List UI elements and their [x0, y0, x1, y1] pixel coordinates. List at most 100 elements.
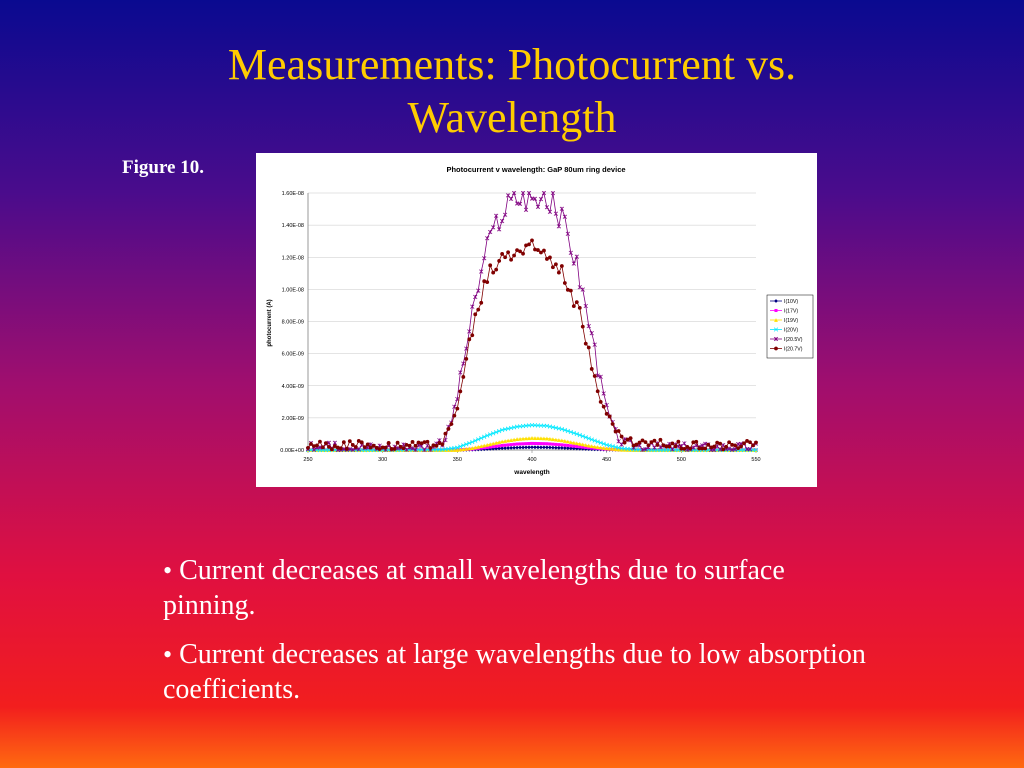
data-point: [539, 436, 543, 441]
bullet-list: • Current decreases at small wavelengths…: [163, 553, 883, 721]
data-point: [548, 436, 552, 441]
data-point: [526, 190, 532, 196]
data-point: [473, 312, 478, 317]
data-point: [604, 446, 609, 451]
slide-title: Measurements: Photocurrent vs. Wavelengt…: [0, 38, 1024, 144]
data-point: [413, 443, 418, 448]
data-point: [556, 445, 561, 450]
x-tick-label: 350: [453, 457, 462, 463]
data-point: [488, 445, 492, 449]
data-point: [485, 442, 490, 447]
data-point: [470, 333, 475, 338]
data-point: [434, 443, 439, 448]
data-point: [527, 436, 531, 441]
data-point: [312, 444, 316, 449]
data-point: [518, 249, 522, 254]
data-point: [506, 446, 511, 450]
data-point: [547, 209, 553, 214]
data-point: [485, 433, 490, 438]
data-point: [554, 442, 558, 446]
data-point: [431, 443, 436, 448]
data-point: [700, 446, 705, 451]
y-axis-label: photocurrent (A): [267, 299, 273, 346]
bullet-item: • Current decreases at large wavelengths…: [163, 637, 883, 707]
data-point: [508, 196, 514, 202]
data-point: [482, 256, 487, 261]
data-point: [631, 443, 636, 448]
chart-legend: I(10V) I(17V) I(19V) I(20V) I(20.5V) I(20.7V): [766, 294, 814, 359]
data-point: [413, 447, 418, 453]
data-point: [482, 279, 487, 284]
data-point: [497, 440, 502, 445]
data-point: [592, 438, 597, 443]
data-point: [455, 448, 460, 452]
data-point: [419, 441, 424, 446]
data-point: [479, 444, 484, 449]
data-point: [509, 445, 513, 450]
bullet-text: Current decreases at small wavelengths d…: [163, 555, 785, 621]
data-point: [694, 439, 699, 444]
data-point: [500, 446, 505, 451]
data-point: [571, 440, 576, 445]
data-point: [497, 259, 502, 263]
bullet-dot: •: [163, 640, 173, 669]
data-point: [551, 445, 555, 450]
axis-layer: 0.00E+00 2.00E-09 4.00E-09 6.00E-09 8.00E-09…: [280, 191, 760, 463]
data-point: [565, 439, 570, 444]
data-point: [485, 280, 490, 285]
legend-label: I(20V): [784, 328, 798, 334]
data-point: [482, 443, 487, 448]
data-point: [470, 439, 475, 445]
data-point: [521, 436, 525, 441]
data-point: [706, 442, 711, 447]
data-point: [401, 442, 406, 447]
data-point: [548, 255, 552, 260]
data-point: [563, 443, 567, 447]
data-point: [464, 356, 469, 361]
data-point: [581, 445, 585, 449]
data-point: [470, 446, 475, 450]
data-point: [553, 445, 558, 450]
data-point: [730, 442, 735, 447]
data-point: [356, 439, 361, 443]
data-point: [377, 447, 382, 451]
data-point: [515, 442, 519, 446]
data-point: [754, 440, 758, 445]
data-point: [697, 446, 702, 451]
data-point: [449, 422, 454, 426]
data-point: [362, 445, 367, 450]
data-point: [607, 414, 612, 419]
data-point: [515, 248, 519, 253]
data-point: [577, 305, 582, 310]
x-axis-label: wavelength: [513, 469, 549, 476]
data-point: [485, 236, 490, 241]
data-point: [515, 445, 519, 450]
data-point: [509, 443, 513, 447]
data-point: [565, 428, 570, 434]
data-point: [458, 444, 463, 449]
data-point: [625, 437, 630, 442]
data-point: [709, 445, 714, 450]
data-point: [410, 439, 415, 444]
data-point: [556, 270, 561, 275]
data-point: [524, 436, 528, 441]
x-tick-label: 250: [303, 457, 312, 463]
x-tick-label: 550: [751, 457, 760, 463]
data-point: [583, 341, 588, 346]
data-point: [446, 427, 451, 431]
data-point: [598, 374, 603, 379]
data-point: [577, 432, 582, 438]
data-point: [523, 207, 529, 212]
data-point: [747, 447, 753, 452]
data-point: [589, 437, 594, 442]
data-point: [601, 441, 606, 446]
data-point: [527, 242, 531, 247]
data-point: [518, 436, 522, 441]
data-point: [347, 439, 352, 444]
data-point: [383, 445, 388, 450]
data-point: [610, 447, 615, 451]
data-point: [774, 346, 778, 351]
data-point: [461, 375, 466, 379]
y-tick-label: 1.00E-08: [282, 287, 304, 293]
slide-title-line-2: Wavelength: [407, 93, 617, 142]
